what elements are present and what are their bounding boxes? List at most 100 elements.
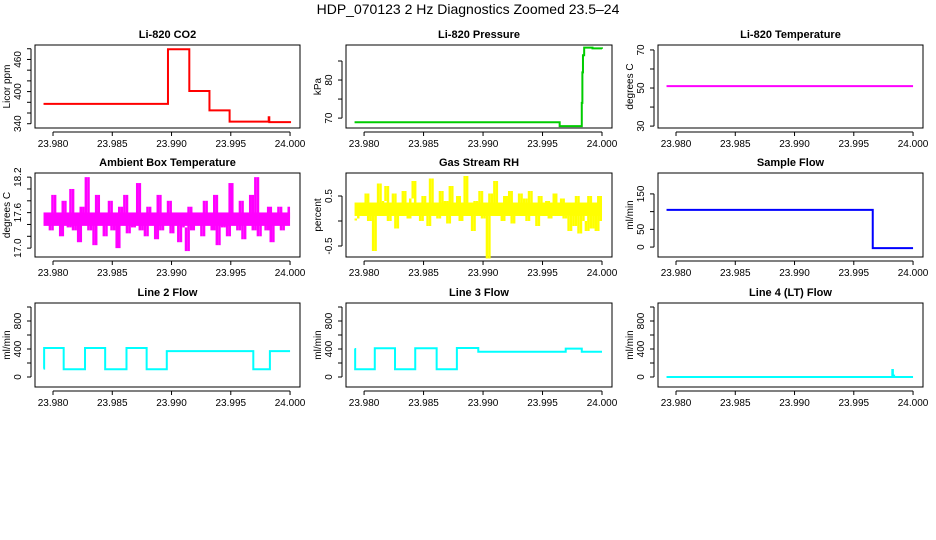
x-axis: 23.980 23.985 23.990 23.995 24.000 <box>661 390 929 409</box>
plot-box <box>657 302 924 388</box>
data-bar <box>184 227 188 252</box>
y-tick-label: 340 <box>13 115 24 132</box>
x-tick-label: 23.995 <box>527 139 558 150</box>
data-bar <box>507 191 511 211</box>
x-tick-label: 23.990 <box>156 139 187 150</box>
data-bar <box>69 188 72 228</box>
y-axis-label: degrees C <box>2 192 13 238</box>
y-tick-label: 0 <box>636 244 647 250</box>
panel-li-820-pressure: Li-820 Pressure 23.980 23.985 23.990 23.995 2… <box>313 29 618 150</box>
data-bar <box>376 183 380 211</box>
data-bar <box>579 211 583 234</box>
data-bar <box>123 194 126 225</box>
data-bar <box>153 212 157 240</box>
panel-li-820-temperature: Li-820 Temperature 23.980 23.985 23.990 23.9… <box>625 29 929 150</box>
x-tick-label: 24.000 <box>898 398 929 409</box>
panel-gas-stream-rh: Gas Stream RH 23.980 23.985 23.990 23.995 24.… <box>313 157 618 279</box>
x-tick-label: 23.985 <box>720 139 751 150</box>
data-bar <box>530 191 533 211</box>
data-bar <box>264 221 267 231</box>
data-bar <box>248 194 252 225</box>
data-bar <box>488 193 491 259</box>
y-axis-label: Licor ppm <box>2 65 13 109</box>
series-line <box>43 346 291 371</box>
x-tick-label: 24.000 <box>275 398 306 409</box>
x-tick-label: 23.990 <box>779 268 810 279</box>
panel-title: Li-820 Pressure <box>438 29 520 41</box>
panel-title: Line 4 (LT) Flow <box>749 287 832 299</box>
y-tick-label: 800 <box>13 312 24 329</box>
data-bar <box>451 186 454 216</box>
x-tick-label: 23.990 <box>468 398 499 409</box>
data-bar <box>64 200 67 222</box>
data-bar <box>354 218 358 221</box>
data-bar <box>396 206 400 229</box>
y-tick-label: 50 <box>636 82 647 94</box>
y-tick-label: 400 <box>636 340 647 357</box>
data-bar <box>118 206 121 249</box>
x-axis: 23.980 23.985 23.990 23.995 24.000 <box>349 260 618 279</box>
plot-box <box>657 172 924 258</box>
x-tick-label: 23.980 <box>349 398 380 409</box>
y-tick-label: 0 <box>636 374 647 380</box>
y-axis: 70 80 <box>324 60 343 124</box>
series-line <box>354 176 603 259</box>
data-bar <box>92 218 95 246</box>
x-axis: 23.980 23.985 23.990 23.995 24.000 <box>349 131 618 150</box>
data-bar <box>441 191 444 211</box>
x-tick-label: 23.990 <box>779 398 810 409</box>
x-tick-label: 23.985 <box>408 139 439 150</box>
y-axis: 17.0 17.6 18.2 <box>13 167 32 258</box>
x-tick-label: 23.990 <box>468 268 499 279</box>
data-bar <box>470 211 474 231</box>
x-tick-label: 23.985 <box>720 268 751 279</box>
data-bar <box>179 218 183 243</box>
plot-box <box>657 44 924 129</box>
x-axis: 23.980 23.985 23.990 23.995 24.000 <box>349 390 618 409</box>
data-bar <box>71 188 75 231</box>
x-tick-label: 23.995 <box>215 139 246 150</box>
data-bar <box>138 183 142 231</box>
data-bar <box>584 221 588 231</box>
data-bar <box>97 194 101 225</box>
panel-line-2-flow: Line 2 Flow 23.980 23.985 23.990 23.995 24.00… <box>2 287 306 409</box>
panel-sample-flow: Sample Flow 23.980 23.985 23.990 23.995 24.00… <box>625 157 929 279</box>
x-axis: 23.980 23.985 23.990 23.995 24.000 <box>661 131 929 150</box>
series-line <box>43 177 291 252</box>
panel-title: Line 3 Flow <box>449 287 509 299</box>
panel-title: Gas Stream RH <box>439 157 519 169</box>
series-line <box>666 368 914 378</box>
y-axis: 340 400 460 <box>13 48 32 132</box>
y-tick-label: 30 <box>636 120 647 132</box>
data-bar <box>428 178 432 226</box>
y-tick-label: 800 <box>324 312 335 329</box>
data-bar <box>413 181 417 216</box>
y-axis-label: degrees C <box>625 63 636 109</box>
plot-box <box>345 172 613 258</box>
panel-line-3-flow: Line 3 Flow 23.980 23.985 23.990 23.995 24.00… <box>313 287 618 409</box>
data-bar <box>552 193 555 206</box>
data-bar <box>431 178 434 214</box>
data-bar <box>490 193 494 211</box>
series-line <box>354 346 603 371</box>
y-tick-label: 400 <box>324 340 335 357</box>
y-tick-label: 17.0 <box>13 238 24 258</box>
data-bar <box>384 186 387 201</box>
y-tick-label: 50 <box>636 223 647 235</box>
y-tick-label: 0 <box>13 374 24 380</box>
y-axis: -0.5 0.5 <box>324 189 343 255</box>
panel-title: Li-820 Temperature <box>740 29 841 41</box>
y-tick-label: -0.5 <box>324 237 335 255</box>
x-tick-label: 24.000 <box>898 268 929 279</box>
x-tick-label: 23.995 <box>838 268 869 279</box>
data-bar <box>594 203 598 231</box>
plot-box <box>345 44 613 129</box>
x-tick-label: 23.985 <box>720 398 751 409</box>
data-bar <box>228 183 231 237</box>
x-tick-label: 23.990 <box>156 268 187 279</box>
data-bar <box>105 221 108 237</box>
data-bar <box>87 177 90 231</box>
data-bar <box>485 206 489 259</box>
data-band <box>354 202 603 216</box>
